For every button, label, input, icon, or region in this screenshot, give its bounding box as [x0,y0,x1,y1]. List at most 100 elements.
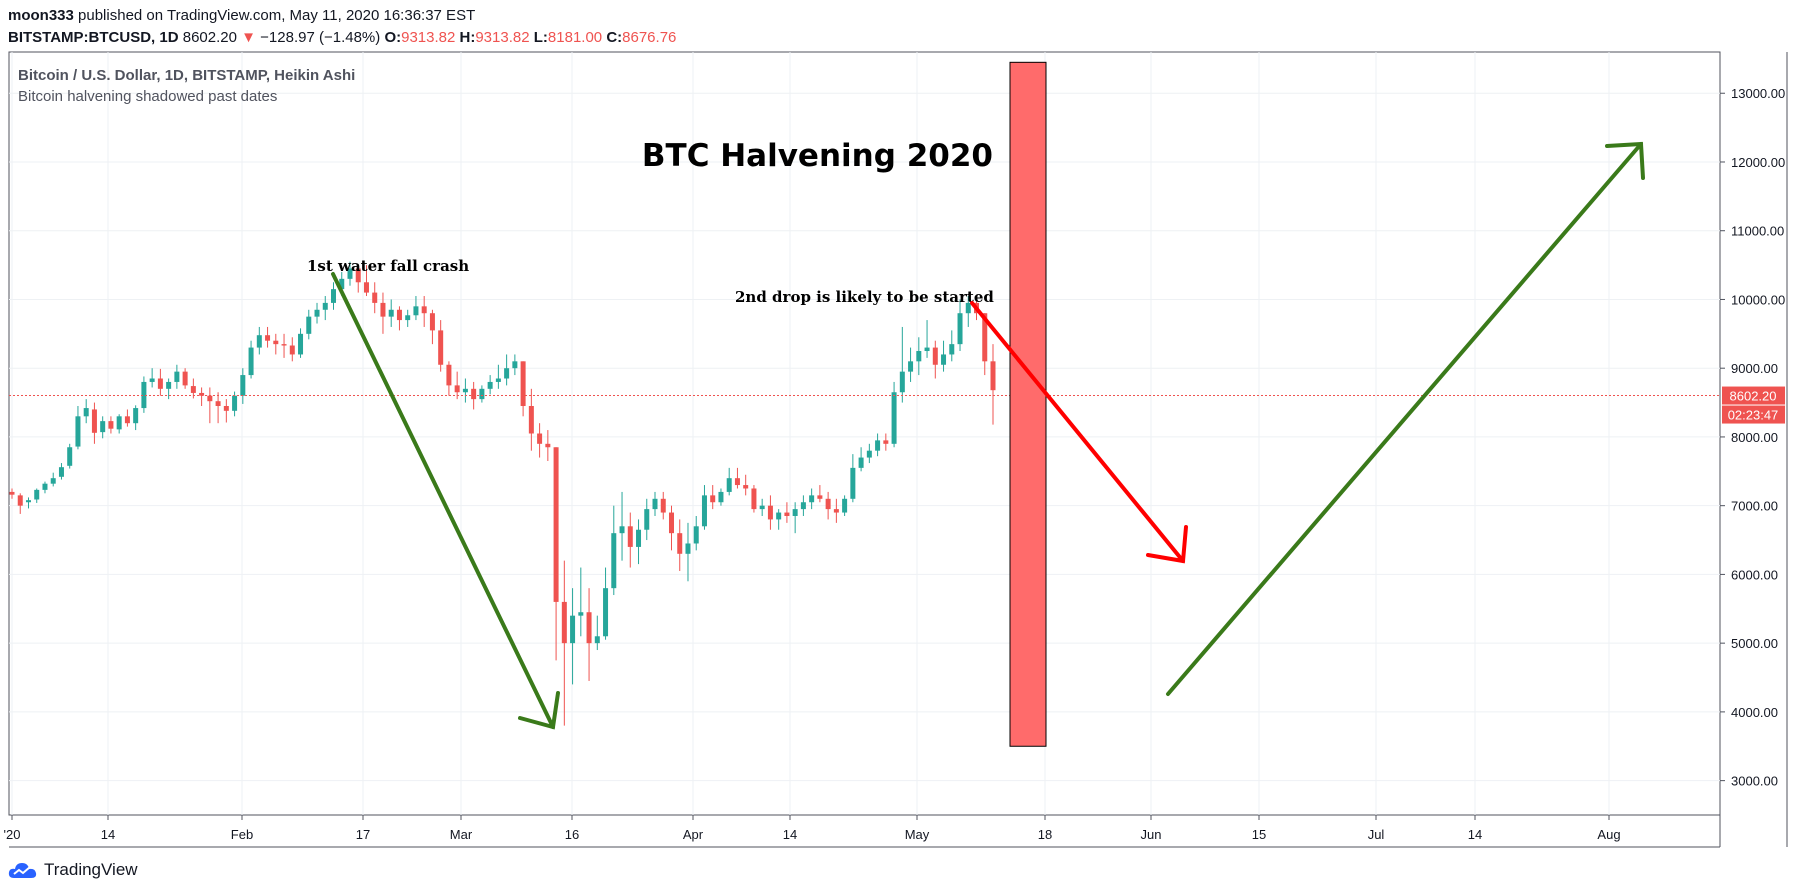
plot-area [8,51,1721,816]
tradingview-logo[interactable]: TradingView [8,860,138,880]
candle-body [652,498,658,510]
candle-body [767,505,773,520]
candle-body [825,498,831,510]
candle-body [388,309,394,317]
candle-body [298,333,304,355]
candle-body [941,354,947,365]
candle-body [108,421,114,429]
drop-arrow-head [1146,525,1188,564]
candle-body [9,491,15,495]
candle-body [578,612,584,616]
candle-body [174,371,180,382]
candle-body [619,526,625,534]
candle-body [512,361,518,369]
candle-body [636,529,642,547]
candle-body [644,509,650,530]
candle-body [100,421,106,433]
y-tick-label: 13000.00 [1731,86,1785,101]
candle-body [594,636,600,644]
candle-body [25,500,31,503]
candle-body [199,392,205,396]
candle-body [883,440,889,444]
close-value: 8676.76 [622,29,677,46]
candle-body [479,388,485,400]
candle-body [438,330,444,365]
candle-body [726,478,732,492]
candle-body [141,381,147,409]
x-tick-label: Aug [1597,827,1620,842]
candle-body [660,498,666,513]
x-tick-label: Mar [450,827,473,842]
candle-body [858,457,864,468]
candle-body [792,509,798,516]
candle-body [833,509,839,513]
candle-body [446,364,452,386]
candle-body [42,483,48,490]
y-tick-label: 7000.00 [1731,499,1778,514]
candle-body [693,526,699,544]
crash-arrow-line [331,272,555,729]
candle-body [627,526,633,547]
y-tick-label: 11000.00 [1731,224,1784,239]
candle-body [157,378,163,389]
candle-body [586,612,592,644]
candle-body [718,491,724,503]
candle-body [924,347,930,352]
candle-body [462,388,468,393]
candle-body [784,512,790,516]
candle-body [124,416,130,424]
candle-body [50,478,56,484]
x-tick-label: 14 [1468,827,1482,842]
publish-info: moon333 published on TradingView.com, Ma… [8,7,475,24]
candle-body [58,467,64,477]
crash-arrow-head [518,691,560,730]
candle-body [553,447,559,602]
price-change: −128.97 (−1.48%) [260,29,381,46]
candle-body [899,371,905,393]
candle-body [495,378,501,382]
candle-body [363,282,369,293]
candle-body [355,268,361,283]
y-tick-label: 6000.00 [1731,567,1778,582]
tradingview-brand: TradingView [44,860,138,879]
candle-body [17,495,23,506]
candle-body [545,443,551,448]
candle-body [421,306,427,314]
candle-body [429,313,435,331]
candle-body [504,368,510,379]
candle-body [75,416,81,447]
candle-body [537,433,543,444]
candle-body [957,313,963,345]
candle-body [949,344,955,355]
author-name[interactable]: moon333 [8,7,74,24]
candle-body [842,498,848,513]
candle-body [372,292,378,303]
candle-body [734,478,740,486]
candle-body [207,395,213,402]
candle-body [710,495,716,503]
candle-body [850,467,856,499]
rally-arrow-line [1166,142,1643,696]
candle-body [133,408,139,424]
candle-body [982,313,988,362]
candle-body [908,361,914,372]
x-tick-label: 15 [1252,827,1266,842]
candle-body [149,378,155,382]
y-tick-label: 9000.00 [1731,361,1778,376]
tradingview-cloud-icon [8,863,37,878]
candle-body [916,351,922,362]
candle-body [289,345,295,355]
x-tick-label: '20 [4,827,21,842]
candle-body [166,381,172,389]
y-tick-label: 3000.00 [1731,774,1778,789]
candle-body [396,309,402,321]
candle-body [990,361,996,391]
candle-body [281,344,287,346]
x-tick-label: 17 [356,827,370,842]
y-tick-label: 5000.00 [1731,636,1778,651]
y-tick-label: 10000.00 [1731,292,1785,307]
publish-text: published on TradingView.com, May 11, 20… [78,7,476,24]
candle-body [570,615,576,644]
annotation-title: BTC Halvening 2020 [642,138,993,174]
